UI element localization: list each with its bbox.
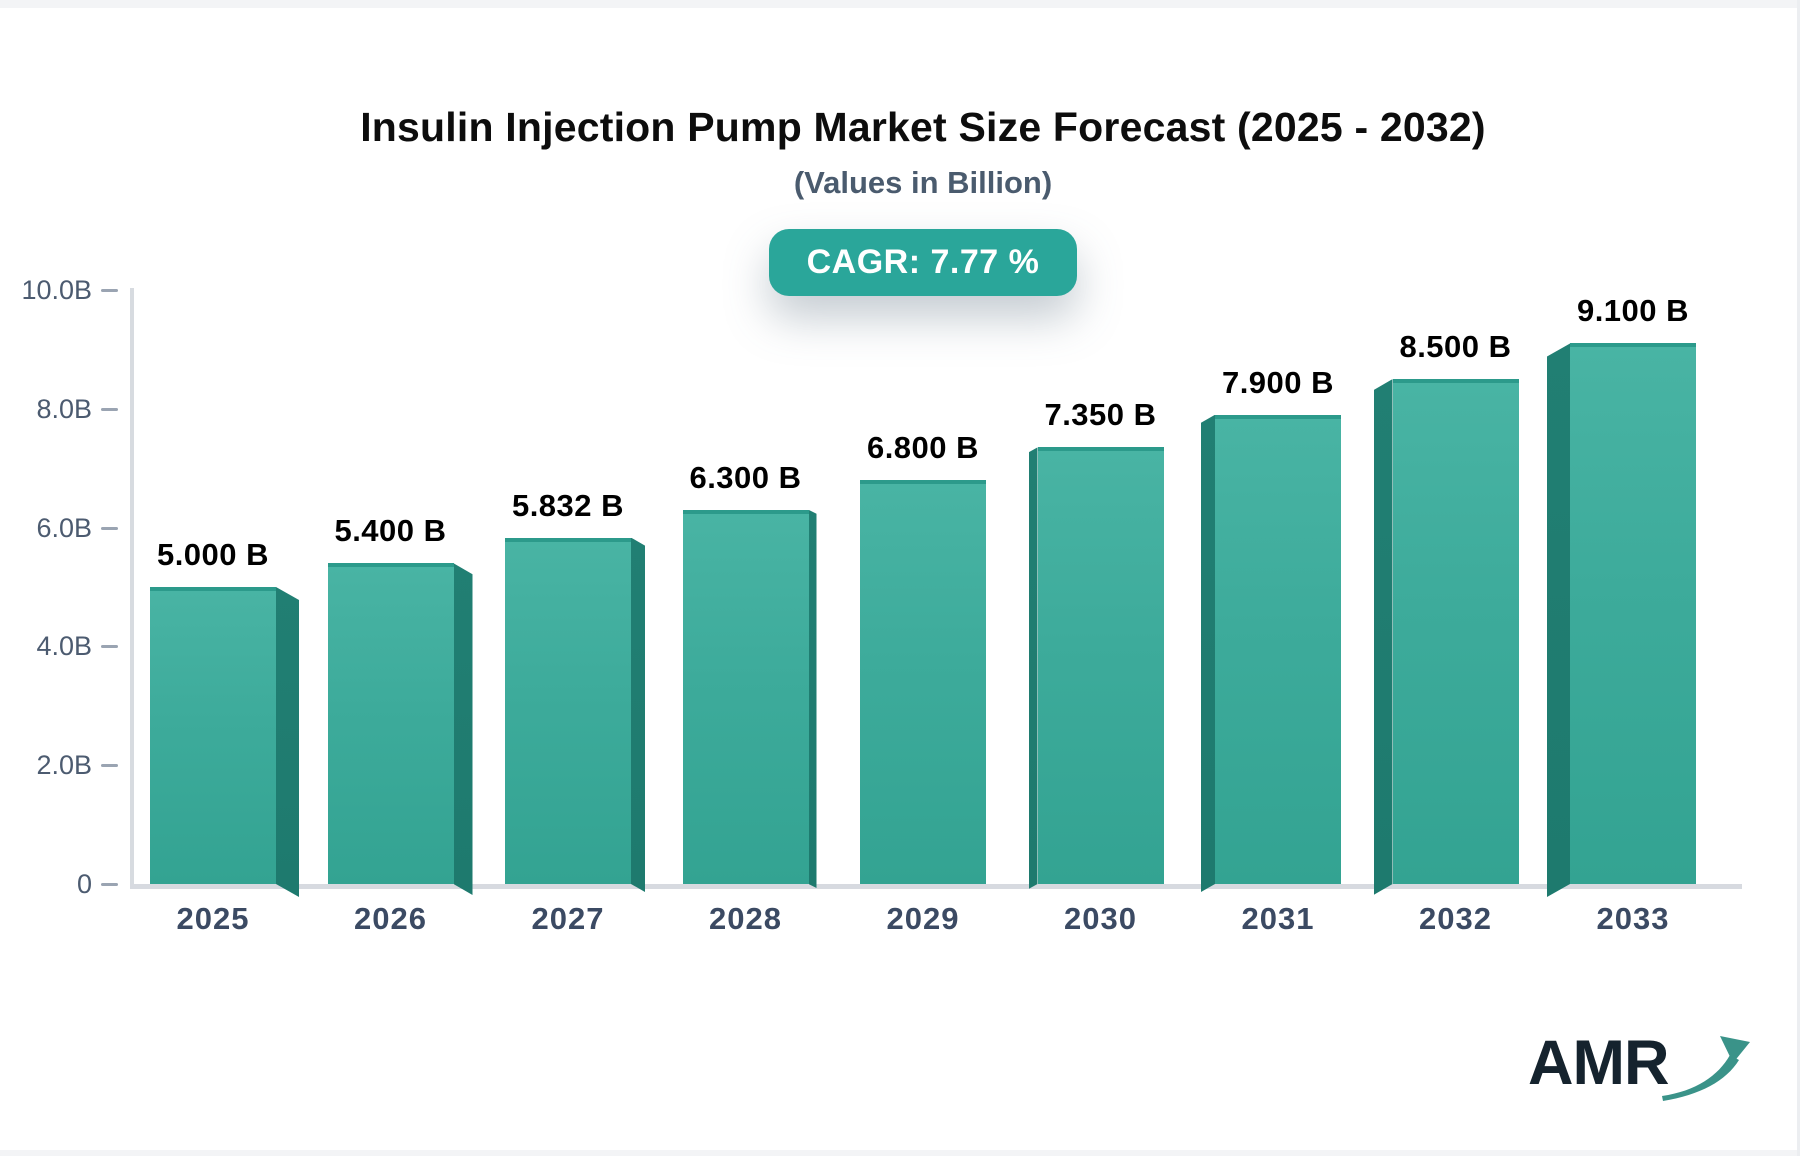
bar-3d-side <box>631 538 645 892</box>
y-axis-tick-label: 4.0B <box>36 631 92 662</box>
x-axis-category-label: 2027 <box>531 901 605 936</box>
bar-2028 <box>682 509 809 884</box>
x-axis-category-label: 2026 <box>354 901 427 936</box>
bar-2031 <box>1215 414 1341 884</box>
amr-logo: AMR <box>1528 1030 1752 1102</box>
bar-3d-side <box>1374 379 1393 895</box>
y-axis-line <box>130 288 134 886</box>
x-axis-category-label: 2029 <box>886 901 960 936</box>
growth-arrow-icon <box>1662 1036 1751 1101</box>
y-axis-tick-label: 2.0B <box>36 750 92 781</box>
bar-3d-side <box>454 563 473 895</box>
bar-3d-side <box>1029 447 1038 889</box>
bar-2027 <box>505 537 631 884</box>
y-axis-tick-mark <box>101 883 118 886</box>
y-axis-tick-label: 10.0B <box>21 275 92 305</box>
bar-2032 <box>1392 379 1519 884</box>
y-axis-tick-label: 6.0B <box>36 512 92 543</box>
cagr-badge: CAGR: 7.77 % <box>768 229 1078 296</box>
y-axis-tick-mark <box>101 764 118 768</box>
x-axis-category-label: 2028 <box>709 901 782 936</box>
chart-subtitle: (Values in Billion) <box>793 165 1053 200</box>
y-axis-tick-mark <box>101 526 118 530</box>
bar-value-label: 7.350 B <box>1044 397 1157 433</box>
bar-value-label: 7.900 B <box>1221 364 1335 400</box>
bar-3d-side <box>809 510 817 888</box>
x-axis-category-label: 2032 <box>1419 901 1492 936</box>
bar-3d-side <box>1201 415 1215 892</box>
y-axis-tick-mark <box>101 289 118 292</box>
bar-2033 <box>1570 343 1696 884</box>
chart-title: Insulin Injection Pump Market Size Forec… <box>360 104 1486 150</box>
bar-value-label: 6.300 B <box>689 459 802 495</box>
bar-2026 <box>327 563 454 884</box>
x-axis-line <box>130 884 1742 889</box>
x-axis-category-label: 2033 <box>1596 901 1670 936</box>
x-axis-category-label: 2030 <box>1064 901 1137 936</box>
x-axis-category-label: 2025 <box>176 901 250 936</box>
bar-2029 <box>860 480 986 884</box>
bar-3d-side <box>276 587 299 897</box>
amr-logo-text: AMR <box>1528 1028 1669 1098</box>
bar-value-label: 9.100 B <box>1576 293 1690 329</box>
y-axis-tick-mark <box>101 407 118 411</box>
bar-2025 <box>150 587 276 884</box>
bar-value-label: 5.000 B <box>156 537 270 572</box>
bar-3d-side <box>1547 343 1570 897</box>
bar-value-label: 8.500 B <box>1399 329 1512 365</box>
bar-value-label: 5.832 B <box>511 487 625 523</box>
x-axis-category-label: 2031 <box>1241 901 1315 936</box>
bar-value-label: 5.400 B <box>334 513 447 549</box>
bottom-edge-strip <box>0 1150 1800 1156</box>
right-edge-strip <box>1797 0 1800 1156</box>
bar-2030 <box>1037 447 1164 884</box>
y-axis-tick-mark <box>101 645 118 649</box>
chart-header: Insulin Injection Pump Market Size Forec… <box>104 0 1742 296</box>
bar-value-label: 6.800 B <box>866 430 980 466</box>
y-axis-tick-label: 0 <box>76 869 92 899</box>
top-edge-strip <box>0 0 1800 8</box>
y-axis-tick-label: 8.0B <box>36 393 92 424</box>
